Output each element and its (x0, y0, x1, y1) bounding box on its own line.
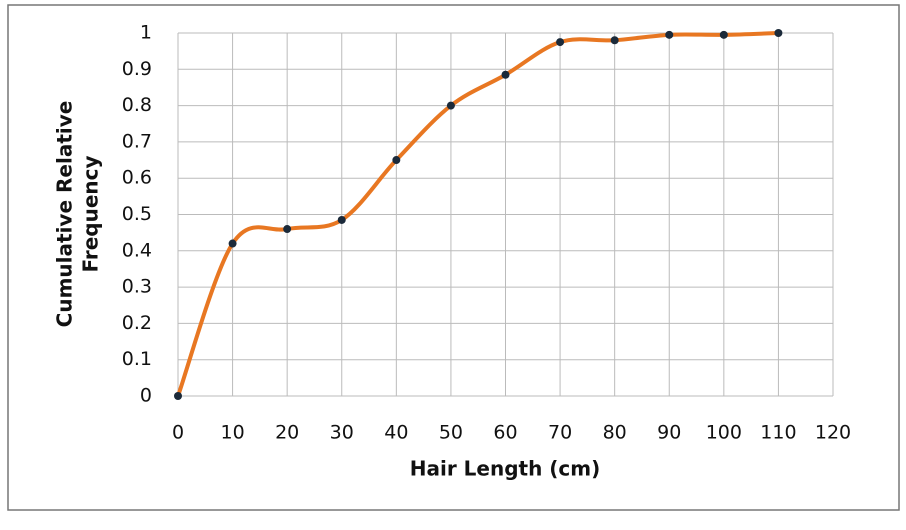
point (665, 30, 674, 39)
point (337, 215, 346, 224)
point (719, 30, 728, 39)
x-tick-label: 60 (493, 422, 517, 444)
x-tick-label: 120 (815, 422, 851, 444)
x-tick-label: 50 (439, 422, 463, 444)
y-tick-label: 0.4 (122, 239, 152, 261)
point (283, 225, 292, 234)
x-axis-title: Hair Length (cm) (410, 457, 601, 481)
point (501, 70, 510, 79)
y-tick-label: 0.5 (122, 203, 152, 225)
point (174, 392, 182, 400)
x-tick-label: 10 (220, 422, 244, 444)
x-tick-label: 0 (172, 422, 184, 444)
x-tick-label: 40 (384, 422, 408, 444)
y-tick-label: 0.8 (122, 94, 152, 116)
x-tick-label: 30 (330, 422, 354, 444)
x-tick-label: 80 (603, 422, 627, 444)
point (392, 156, 401, 165)
y-tick-label: 0.2 (122, 312, 152, 334)
y-tick-label: 0 (140, 385, 152, 407)
x-tick-label: 110 (760, 422, 796, 444)
point (446, 101, 455, 110)
y-axis-title: Cumulative Relative (53, 101, 77, 328)
x-tick-label: 70 (548, 422, 572, 444)
y-tick-label: 0.1 (122, 348, 152, 370)
x-tick-label: 20 (275, 422, 299, 444)
y-tick-label: 0.7 (122, 130, 152, 152)
x-tick-label: 90 (657, 422, 681, 444)
y-tick-label: 1 (140, 22, 152, 44)
y-tick-label: 0.6 (122, 167, 152, 189)
y-tick-label: 0.9 (122, 58, 152, 80)
x-tick-label: 100 (706, 422, 742, 444)
point (774, 29, 783, 37)
chart-frame (7, 4, 900, 511)
y-axis-title: Frequency (79, 155, 103, 272)
y-tick-label: 0.3 (122, 276, 152, 298)
point (228, 239, 237, 248)
point (610, 36, 619, 45)
point (556, 38, 565, 47)
